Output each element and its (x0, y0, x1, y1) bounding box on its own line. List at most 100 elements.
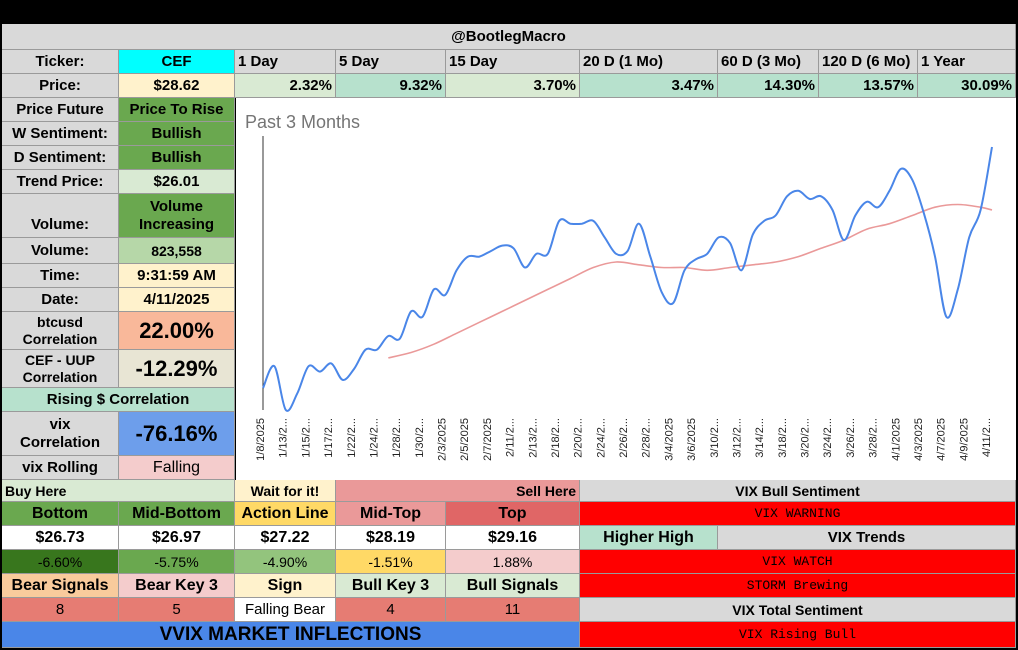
price-value: $28.62 (119, 74, 235, 98)
chart-x-tick-label: 3/14/2... (754, 418, 766, 458)
vix-bull-sentiment: VIX Bull Sentiment (580, 480, 1016, 502)
trend-price-value: $26.01 (119, 170, 235, 194)
level-price-mid-bottom: $26.97 (119, 526, 235, 550)
chart-x-tick-label: 2/26/2... (618, 418, 630, 458)
vix-rising-bull: VIX Rising Bull (580, 622, 1016, 648)
chart-x-tick-label: 2/28/2... (641, 418, 653, 458)
count-value-bear-key-3: 5 (119, 598, 235, 622)
period-value-15d: 3.70% (446, 74, 580, 98)
count-name-bear-key-3: Bear Key 3 (119, 574, 235, 598)
vix-corr-label: vix Correlation (2, 412, 119, 456)
uup-corr-label: CEF - UUP Correlation (2, 350, 119, 388)
price-chart-svg: Past 3 Months 1/8/2025 1/13/2... 1/15/2...… (245, 112, 993, 461)
period-value-20d: 3.47% (580, 74, 718, 98)
level-name-bottom: Bottom (2, 502, 119, 526)
chart-x-tick-label: 1/15/2... (300, 418, 312, 458)
moving-average-line (388, 203, 993, 359)
level-name-top: Top (446, 502, 580, 526)
period-value-60d: 14.30% (718, 74, 819, 98)
chart-x-tick-label: 4/11/2... (981, 418, 993, 457)
chart-title: Past 3 Months (245, 112, 360, 132)
price-label: Price: (2, 74, 119, 98)
level-name-mid-top: Mid-Top (336, 502, 446, 526)
level-price-action-line: $27.22 (235, 526, 336, 550)
period-value-1d: 2.32% (235, 74, 336, 98)
chart-x-tick-label: 1/24/2... (368, 418, 380, 458)
price-future-label: Price Future (2, 98, 119, 122)
count-value-bear-signals: 8 (2, 598, 119, 622)
vix-warning: VIX WARNING (580, 502, 1016, 526)
period-header-1d: 1 Day (235, 50, 336, 74)
chart-x-tick-label: 3/18/2... (777, 418, 789, 458)
price-line (262, 146, 993, 412)
chart-x-tick-label: 2/7/2025 (482, 418, 494, 461)
w-sentiment-value: Bullish (119, 122, 235, 146)
level-pct-mid-bottom: -5.75% (119, 550, 235, 574)
top-black-bar (0, 0, 1018, 24)
chart-x-tick-label: 3/4/2025 (663, 418, 675, 461)
chart-x-tick-label: 2/3/2025 (437, 418, 449, 461)
time-value: 9:31:59 AM (119, 264, 235, 288)
count-value-bull-signals: 11 (446, 598, 580, 622)
d-sentiment-label: D Sentiment: (2, 146, 119, 170)
trend-price-label: Trend Price: (2, 170, 119, 194)
chart-x-tick-label: 4/7/2025 (936, 418, 948, 461)
d-sentiment-value: Bullish (119, 146, 235, 170)
uup-corr-value: -12.29% (119, 350, 235, 388)
chart-x-tick-label: 4/1/2025 (890, 418, 902, 461)
count-name-bear-signals: Bear Signals (2, 574, 119, 598)
higher-high: Higher High (580, 526, 718, 550)
chart-x-tick-label: 3/26/2... (845, 418, 857, 458)
volume-state-line1: Volume (149, 197, 204, 215)
level-pct-action-line: -4.90% (235, 550, 336, 574)
uup-corr-label-line1: CEF - UUP (25, 351, 95, 368)
btc-corr-label-line2: Correlation (22, 330, 98, 347)
chart-x-tick-label: 3/28/2... (868, 418, 880, 458)
chart-x-tick-label: 4/3/2025 (913, 418, 925, 461)
wait-label: Wait for it! (235, 480, 336, 502)
volume-value: 823,558 (119, 238, 235, 264)
period-header-20d: 20 D (1 Mo) (580, 50, 718, 74)
level-name-mid-bottom: Mid-Bottom (119, 502, 235, 526)
price-chart: Past 3 Months 1/8/2025 1/13/2... 1/15/2...… (236, 98, 1016, 480)
vix-watch: VIX WATCH (580, 550, 1016, 574)
chart-x-tick-label: 1/8/2025 (255, 418, 267, 461)
w-sentiment-label: W Sentiment: (2, 122, 119, 146)
vix-corr-label-line1: vix (49, 415, 71, 433)
chart-x-tick-label: 1/28/2... (391, 418, 403, 458)
chart-x-tick-label: 3/24/2... (822, 418, 834, 458)
vix-corr-label-line2: Correlation (19, 433, 100, 451)
count-value-sign: Falling Bear (235, 598, 336, 622)
vix-rolling-label: vix Rolling (2, 456, 119, 480)
count-name-sign: Sign (235, 574, 336, 598)
period-header-15d: 15 Day (446, 50, 580, 74)
period-value-5d: 9.32% (336, 74, 446, 98)
uup-corr-label-line2: Correlation (22, 368, 98, 385)
sell-here-label: Sell Here (336, 480, 580, 502)
chart-x-tick-label: 2/5/2025 (459, 418, 471, 461)
btc-corr-label: btcusd Correlation (2, 312, 119, 350)
btc-corr-label-line1: btcusd (37, 313, 83, 330)
chart-x-tick-label: 3/20/2... (800, 418, 812, 458)
chart-x-tick-label: 1/22/2... (346, 418, 358, 458)
count-name-bull-key-3: Bull Key 3 (336, 574, 446, 598)
count-value-bull-key-3: 4 (336, 598, 446, 622)
chart-x-tick-label: 2/20/2... (573, 418, 585, 458)
vix-corr-value: -76.16% (119, 412, 235, 456)
chart-x-tick-label: 2/13/2... (527, 418, 539, 458)
rising-correlation: Rising $ Correlation (2, 388, 235, 412)
level-pct-bottom: -6.60% (2, 550, 119, 574)
volume-state-value: Volume Increasing (119, 194, 235, 238)
volume-state-line2: Increasing (138, 215, 215, 233)
period-header-60d: 60 D (3 Mo) (718, 50, 819, 74)
chart-x-tick-label: 1/30/2... (414, 418, 426, 458)
period-header-120d: 120 D (6 Mo) (819, 50, 918, 74)
chart-x-tick-label: 1/13/2... (278, 418, 290, 458)
ticker-value[interactable]: CEF (119, 50, 235, 74)
btc-corr-value: 22.00% (119, 312, 235, 350)
period-header-5d: 5 Day (336, 50, 446, 74)
chart-x-tick-label: 3/10/2... (709, 418, 721, 458)
header-title: @BootlegMacro (2, 24, 1016, 50)
period-header-1y: 1 Year (918, 50, 1016, 74)
